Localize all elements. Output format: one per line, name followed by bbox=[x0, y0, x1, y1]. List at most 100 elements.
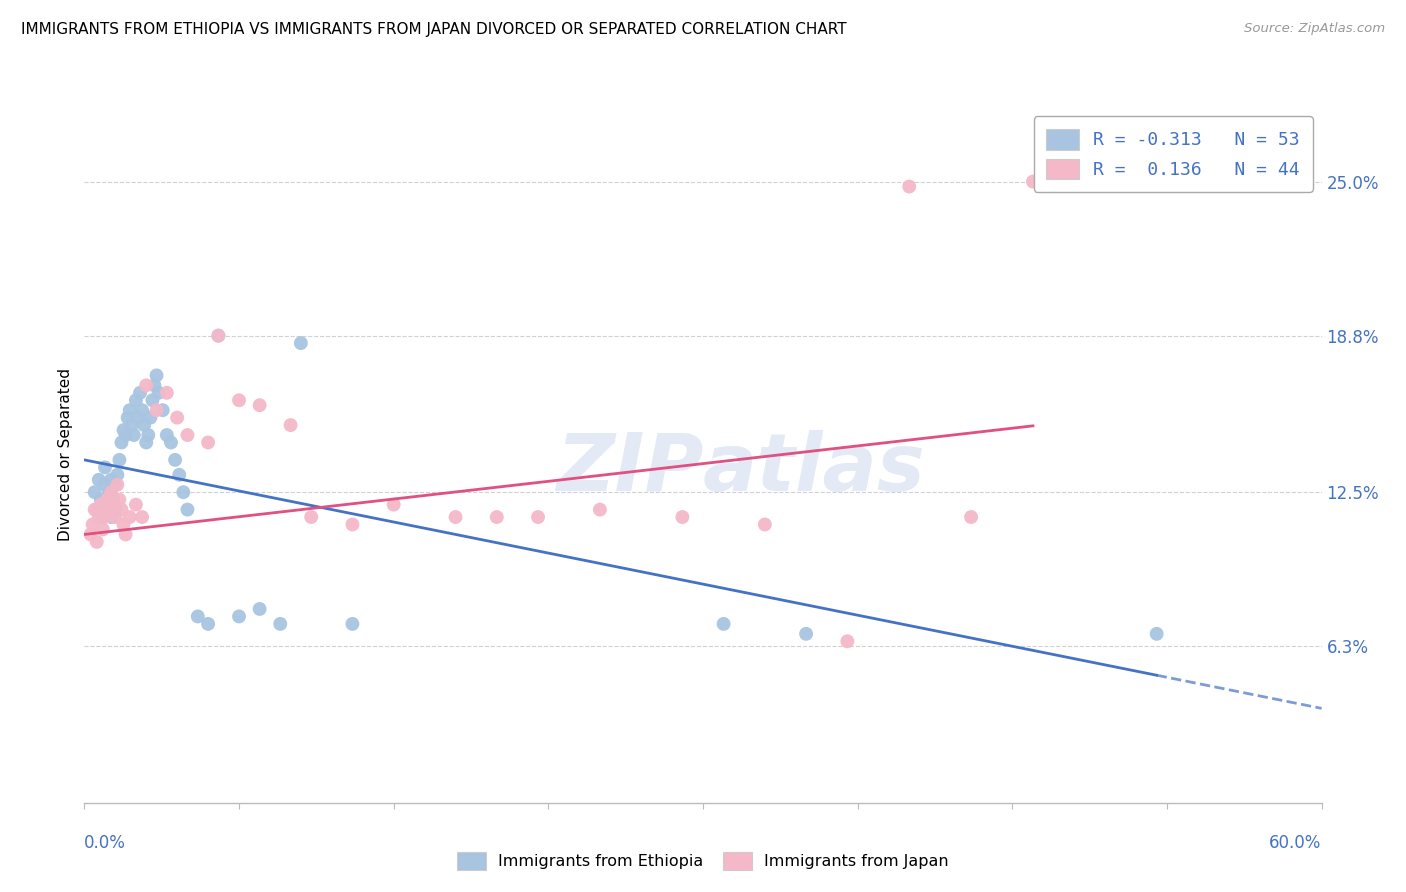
Point bbox=[112, 423, 135, 437]
Point bbox=[166, 410, 188, 425]
Point bbox=[108, 453, 131, 467]
Point bbox=[122, 428, 145, 442]
Point bbox=[197, 435, 219, 450]
Point bbox=[83, 502, 105, 516]
Point bbox=[249, 602, 271, 616]
Point bbox=[118, 510, 141, 524]
Point bbox=[114, 428, 136, 442]
Point bbox=[269, 616, 291, 631]
Point bbox=[90, 492, 112, 507]
Point bbox=[249, 398, 271, 412]
Point bbox=[104, 510, 127, 524]
Point bbox=[148, 385, 170, 400]
Text: Source: ZipAtlas.com: Source: ZipAtlas.com bbox=[1244, 22, 1385, 36]
Point bbox=[1022, 175, 1045, 189]
Text: atlas: atlas bbox=[703, 430, 925, 508]
Point bbox=[100, 510, 122, 524]
Legend: Immigrants from Ethiopia, Immigrants from Japan: Immigrants from Ethiopia, Immigrants fro… bbox=[449, 844, 957, 879]
Point bbox=[145, 368, 167, 383]
Point bbox=[94, 460, 117, 475]
Point bbox=[176, 502, 198, 516]
Point bbox=[444, 510, 467, 524]
Point bbox=[165, 453, 187, 467]
Point bbox=[96, 498, 118, 512]
Point bbox=[91, 510, 114, 524]
Point bbox=[121, 418, 143, 433]
Point bbox=[104, 477, 127, 491]
Text: ZIP: ZIP bbox=[555, 430, 703, 508]
Point bbox=[98, 485, 121, 500]
Point bbox=[187, 609, 209, 624]
Point bbox=[713, 616, 735, 631]
Point bbox=[103, 492, 125, 507]
Point bbox=[160, 435, 183, 450]
Point bbox=[100, 485, 122, 500]
Point bbox=[87, 510, 110, 524]
Point bbox=[94, 510, 117, 524]
Point bbox=[105, 477, 128, 491]
Point bbox=[794, 627, 817, 641]
Y-axis label: Divorced or Separated: Divorced or Separated bbox=[58, 368, 73, 541]
Point bbox=[108, 492, 131, 507]
Point bbox=[299, 510, 322, 524]
Point bbox=[197, 616, 219, 631]
Point bbox=[837, 634, 859, 648]
Point bbox=[86, 535, 108, 549]
Point bbox=[167, 467, 190, 482]
Point bbox=[127, 410, 149, 425]
Point bbox=[118, 403, 141, 417]
Point bbox=[382, 498, 405, 512]
Point bbox=[134, 418, 156, 433]
Point bbox=[83, 485, 105, 500]
Point bbox=[96, 492, 118, 507]
Point bbox=[125, 393, 148, 408]
Point bbox=[156, 385, 179, 400]
Point bbox=[145, 403, 167, 417]
Point bbox=[228, 393, 250, 408]
Point bbox=[485, 510, 508, 524]
Point bbox=[91, 523, 114, 537]
Text: 60.0%: 60.0% bbox=[1270, 834, 1322, 852]
Text: 0.0%: 0.0% bbox=[84, 834, 127, 852]
Point bbox=[100, 473, 122, 487]
Point bbox=[131, 403, 153, 417]
Point bbox=[228, 609, 250, 624]
Point bbox=[172, 485, 194, 500]
Point bbox=[135, 378, 157, 392]
Point bbox=[104, 502, 127, 516]
Point bbox=[103, 498, 125, 512]
Point bbox=[143, 378, 166, 392]
Point bbox=[342, 616, 364, 631]
Point bbox=[117, 410, 139, 425]
Point bbox=[87, 473, 110, 487]
Point bbox=[671, 510, 693, 524]
Point bbox=[207, 328, 229, 343]
Point bbox=[141, 393, 163, 408]
Point bbox=[86, 502, 108, 516]
Point bbox=[105, 467, 128, 482]
Point bbox=[527, 510, 550, 524]
Point bbox=[129, 385, 152, 400]
Point bbox=[136, 428, 159, 442]
Point bbox=[152, 403, 174, 417]
Point bbox=[342, 517, 364, 532]
Point bbox=[82, 517, 104, 532]
Point bbox=[176, 428, 198, 442]
Point bbox=[754, 517, 776, 532]
Point bbox=[156, 428, 179, 442]
Point bbox=[589, 502, 612, 516]
Point bbox=[94, 477, 117, 491]
Point bbox=[98, 502, 121, 516]
Point bbox=[290, 336, 312, 351]
Point bbox=[110, 502, 132, 516]
Point bbox=[114, 527, 136, 541]
Text: IMMIGRANTS FROM ETHIOPIA VS IMMIGRANTS FROM JAPAN DIVORCED OR SEPARATED CORRELAT: IMMIGRANTS FROM ETHIOPIA VS IMMIGRANTS F… bbox=[21, 22, 846, 37]
Point bbox=[79, 527, 101, 541]
Point bbox=[135, 435, 157, 450]
Point bbox=[131, 510, 153, 524]
Point bbox=[110, 435, 132, 450]
Point bbox=[139, 410, 162, 425]
Point bbox=[207, 328, 229, 343]
Point bbox=[112, 517, 135, 532]
Point bbox=[898, 179, 921, 194]
